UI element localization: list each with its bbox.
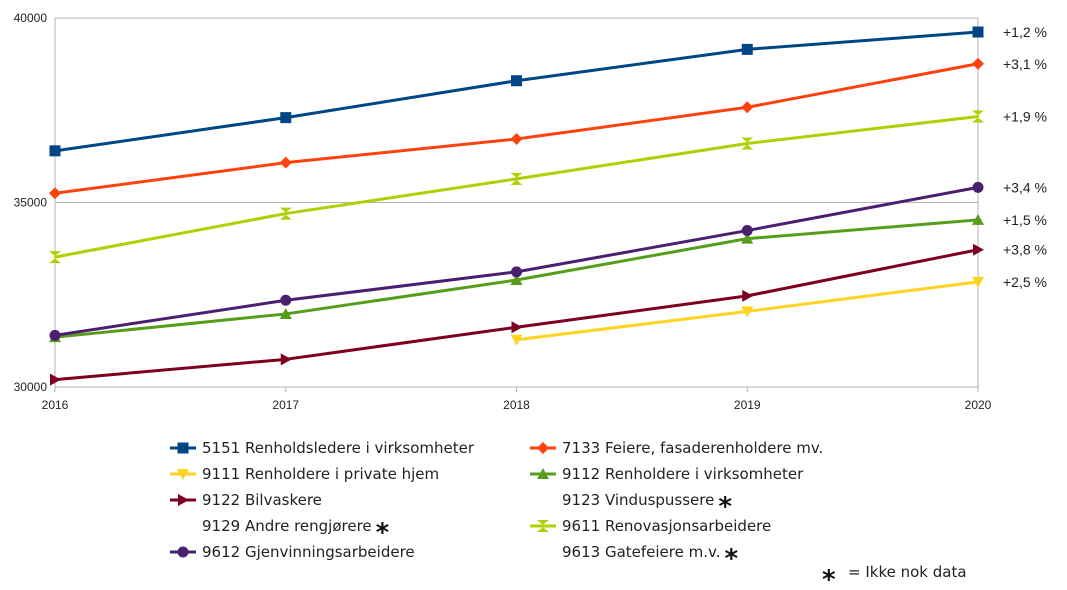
data-point: [279, 207, 292, 220]
data-point: [972, 181, 984, 193]
data-point: [972, 276, 984, 288]
legend-item: 9111 Renholdere i private hjem: [170, 465, 439, 483]
data-point: [510, 273, 523, 285]
series-8: [49, 181, 984, 341]
data-point: [280, 294, 292, 306]
note-text: = Ikke nok data: [848, 563, 967, 581]
x-tick-label: 2017: [272, 398, 299, 412]
data-point: [511, 266, 522, 278]
legend-swatch-marker: [177, 546, 189, 558]
data-point: [49, 251, 61, 264]
legend-label: 5151 Renholdsledere i virksomheter: [202, 439, 475, 457]
legend-item: 9112 Renholdere i virksomheter: [530, 465, 804, 483]
no-data-star: *: [724, 544, 738, 574]
change-label: +3,1 %: [1003, 56, 1047, 72]
change-label: +3,8 %: [1003, 242, 1047, 258]
data-point: [511, 75, 522, 87]
series-line: [54, 185, 979, 337]
series-1: [49, 57, 984, 200]
change-label: +1,9 %: [1003, 109, 1047, 125]
data-point: [741, 225, 753, 237]
x-tick-label: 2016: [42, 398, 69, 412]
no-data-star: *: [376, 518, 390, 548]
no-data-star: *: [718, 492, 732, 522]
legend-item: 9612 Gjenvinningsarbeidere: [170, 543, 415, 561]
legend-swatch-marker: [537, 442, 549, 454]
legend-label: 9123 Vinduspussere: [562, 491, 714, 509]
legend-swatch-marker: [177, 442, 189, 454]
change-labels: +1,2 % +3,1 % +1,9 % +3,4 % +1,5 % +3,8 % +2,5…: [1003, 24, 1047, 290]
x-tick-label: 2020: [965, 398, 992, 412]
note-star: *: [822, 565, 836, 590]
legend: 5151 Renholdsledere i virksomheter 7133 F…: [170, 439, 823, 574]
legend-label: 9129 Andre rengjørere: [202, 517, 372, 535]
data-point: [49, 145, 61, 157]
change-label: +1,2 %: [1003, 24, 1047, 40]
data-point: [742, 289, 754, 302]
legend-swatch-marker: [537, 520, 549, 532]
legend-swatch-marker: [178, 494, 189, 506]
legend-item: 9122 Bilvaskere: [170, 491, 322, 509]
legend-swatch-marker: [537, 468, 549, 479]
x-tick-label: 2019: [734, 398, 761, 412]
series-2: [510, 276, 984, 346]
y-tick-label: 35000: [14, 196, 48, 210]
change-label: +2,5 %: [1003, 274, 1047, 290]
axes: 30000 35000 40000 2016 2017 2018 2019 2020: [14, 11, 992, 412]
data-point: [510, 334, 523, 346]
data-point: [280, 112, 292, 124]
data-point: [279, 156, 292, 169]
legend-label: 9612 Gjenvinningsarbeidere: [202, 543, 415, 561]
legend-item: 5151 Renholdsledere i virksomheter: [170, 439, 475, 457]
legend-label: 9122 Bilvaskere: [202, 491, 322, 509]
legend-label: 9611 Renovasjonsarbeidere: [562, 517, 771, 535]
legend-label: 9613 Gatefeiere m.v.: [562, 543, 720, 561]
data-point: [49, 187, 61, 200]
data-point: [741, 137, 754, 150]
series-0: [49, 26, 984, 157]
legend-item: 9129 Andre rengjørere *: [202, 517, 390, 548]
legend-label: 7133 Feiere, fasaderenholdere mv.: [562, 439, 823, 457]
change-label: +1,5 %: [1003, 212, 1047, 228]
data-point: [741, 101, 754, 114]
data-point: [972, 213, 984, 225]
series-4: [50, 243, 984, 386]
data-point: [973, 243, 984, 256]
data-point: [972, 26, 984, 38]
x-tick-label: 2018: [503, 398, 530, 412]
data-point: [280, 353, 292, 366]
data-point: [972, 57, 984, 70]
legend-swatch-marker: [177, 469, 189, 480]
data-point: [741, 306, 754, 318]
legend-item: 9123 Vinduspussere *: [562, 491, 732, 522]
series-group: [49, 26, 984, 386]
data-point: [510, 133, 523, 146]
y-tick-label: 40000: [14, 11, 48, 25]
legend-item: 9611 Renovasjonsarbeidere: [530, 517, 771, 535]
data-point: [972, 110, 984, 123]
legend-label: 9112 Renholdere i virksomheter: [562, 465, 804, 483]
no-data-note: * = Ikke nok data: [822, 563, 967, 590]
legend-item: 9613 Gatefeiere m.v. *: [562, 543, 738, 574]
data-point: [279, 307, 292, 319]
change-label: +3,4 %: [1003, 179, 1047, 195]
data-point: [741, 232, 754, 244]
data-point: [510, 172, 523, 185]
y-tick-label: 30000: [14, 380, 48, 394]
data-point: [50, 373, 61, 386]
data-point: [741, 43, 753, 55]
series-7: [49, 110, 984, 264]
data-point: [511, 321, 523, 334]
legend-label: 9111 Renholdere i private hjem: [202, 465, 439, 483]
legend-item: 7133 Feiere, fasaderenholdere mv.: [530, 439, 823, 457]
data-point: [49, 329, 61, 341]
